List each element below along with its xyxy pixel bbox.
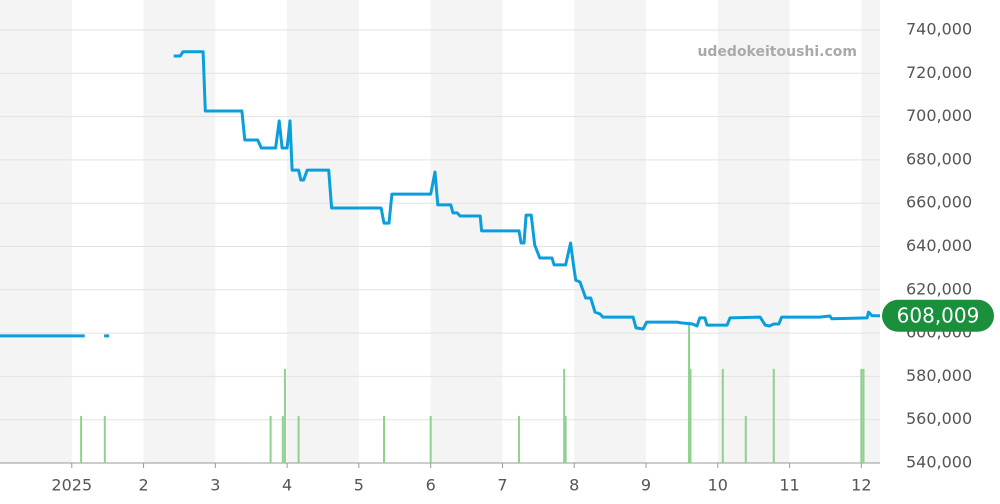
y-tick-label: 580,000 xyxy=(906,366,972,385)
volume-bar xyxy=(383,415,386,463)
band xyxy=(0,0,72,463)
volume-bar xyxy=(517,415,520,463)
y-tick-label: 640,000 xyxy=(906,236,972,255)
y-tick-label: 540,000 xyxy=(906,453,972,472)
volume-bar xyxy=(563,368,566,463)
volume-bar xyxy=(297,415,300,463)
x-tick-label: 2025 xyxy=(51,476,92,495)
x-tick-label: 3 xyxy=(210,476,220,495)
x-tick-label: 12 xyxy=(851,476,871,495)
current-value-label: 608,009 xyxy=(897,303,980,327)
band xyxy=(287,0,359,463)
y-tick-label: 560,000 xyxy=(906,409,972,428)
band xyxy=(717,0,790,463)
current-value-badge xyxy=(882,299,994,332)
volume-bar xyxy=(283,368,286,463)
volume-bar xyxy=(862,368,865,463)
x-tick-label: 5 xyxy=(354,476,364,495)
band xyxy=(574,0,647,463)
y-tick-label: 740,000 xyxy=(906,20,972,39)
volume-bar xyxy=(689,368,692,463)
volume-bar xyxy=(80,415,83,463)
month-bands xyxy=(0,0,880,463)
x-tick-label: 4 xyxy=(282,476,292,495)
x-tick-label: 2 xyxy=(138,476,148,495)
volume-bar xyxy=(772,368,775,463)
volume-bar xyxy=(860,368,863,463)
x-tick-label: 8 xyxy=(569,476,579,495)
volume-bar xyxy=(269,415,272,463)
band xyxy=(861,0,880,463)
volume-bar xyxy=(429,415,432,463)
volume-bar xyxy=(744,415,747,463)
volume-bar xyxy=(688,321,691,463)
y-tick-label: 620,000 xyxy=(906,279,972,298)
x-tick-label: 9 xyxy=(641,476,651,495)
x-tick-label: 10 xyxy=(708,476,728,495)
volume-bar xyxy=(281,415,284,463)
volume-bar xyxy=(564,415,567,463)
volume-bar xyxy=(103,415,106,463)
y-tick-label: 700,000 xyxy=(906,106,972,125)
y-tick-label: 680,000 xyxy=(906,149,972,168)
x-tick-label: 11 xyxy=(779,476,799,495)
y-tick-label: 660,000 xyxy=(906,193,972,212)
x-tick-label: 7 xyxy=(497,476,507,495)
price-line xyxy=(0,50,880,338)
y-tick-label: 720,000 xyxy=(906,63,972,82)
x-tick-label: 6 xyxy=(426,476,436,495)
watermark: udedokeitoushi.com xyxy=(697,44,857,60)
volume-bar xyxy=(721,368,724,463)
